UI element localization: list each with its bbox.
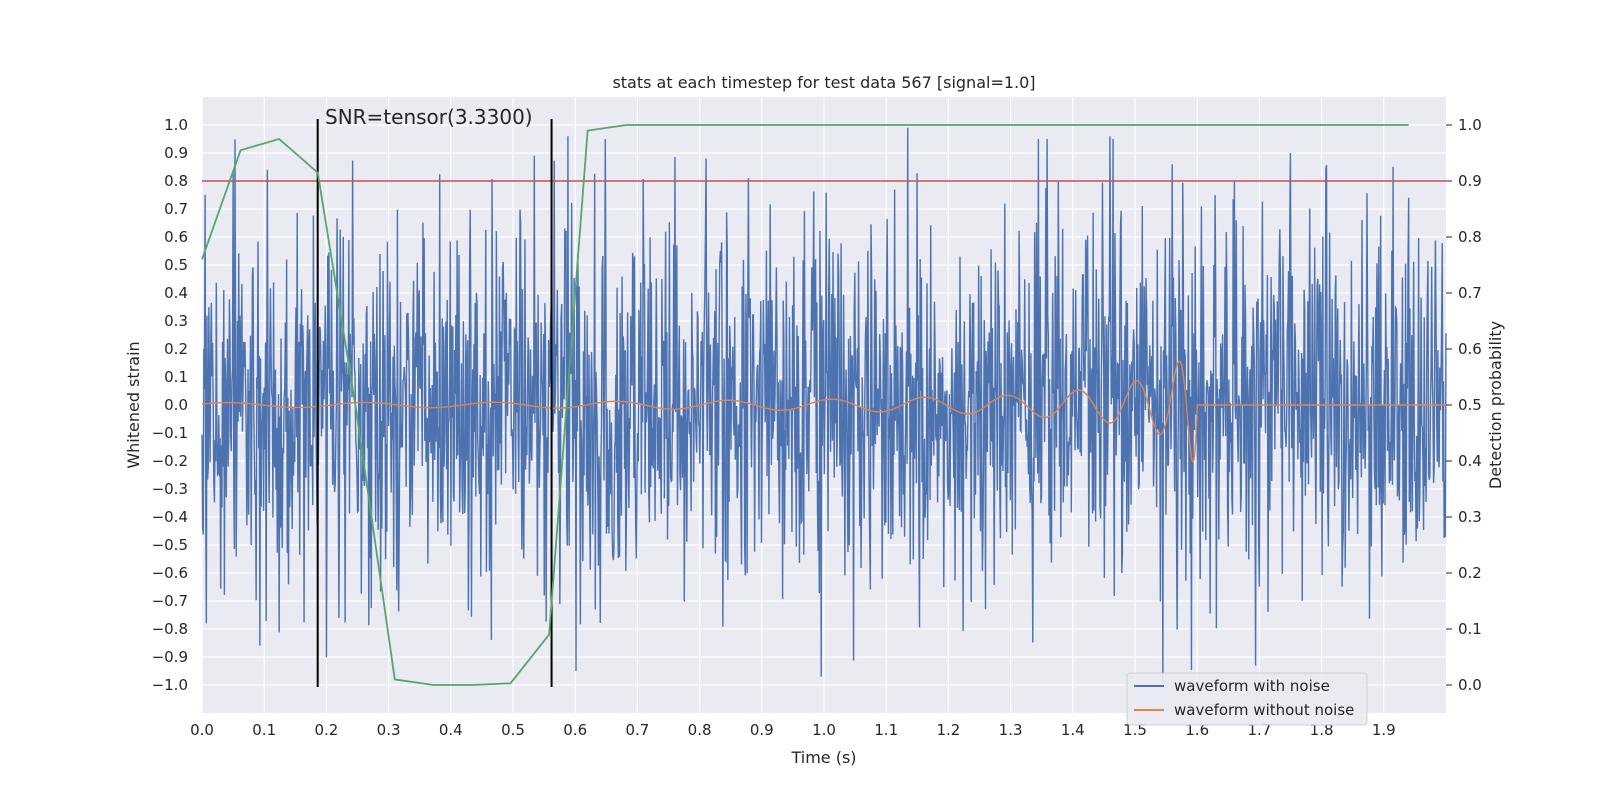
y2-tick-label: 0.4: [1458, 452, 1482, 470]
x-tick-label: 1.9: [1372, 721, 1396, 739]
detection-probability-line: [201, 124, 1409, 686]
y2-axis-label: Detection probability: [1486, 321, 1505, 489]
x-tick-label: 1.4: [1061, 721, 1085, 739]
y-tick-label: 0.7: [164, 200, 188, 218]
waveform-with-noise-line: [201, 127, 1447, 683]
y2-tick-labels: 1.0 0.9 0.8 0.7 0.6 0.5 0.4 0.3 0.2 0.1 0.0: [1446, 116, 1482, 694]
x-tick-label: 0.3: [377, 721, 401, 739]
y-tick-label: −0.4: [152, 508, 188, 526]
noisy-series-group: [201, 127, 1447, 683]
y2-tick-label: 0.6: [1458, 340, 1482, 358]
x-tick-label: 1.2: [936, 721, 960, 739]
y-tick-label: −0.9: [152, 648, 188, 666]
x-tick-label: 1.1: [874, 721, 898, 739]
x-tick-label: 0.2: [314, 721, 338, 739]
legend: waveform with noise waveform without noi…: [1126, 672, 1368, 726]
y-tick-label: 0.6: [164, 228, 188, 246]
y2-tick-label: 0.9: [1458, 172, 1482, 190]
legend-box: [1126, 672, 1368, 726]
probability-series-group: [201, 124, 1409, 686]
y-tick-label: 0.1: [164, 368, 188, 386]
snr-annotation: SNR=tensor(3.3300): [325, 105, 533, 129]
x-tick-label: 0.0: [190, 721, 214, 739]
y-tick-label: −0.2: [152, 452, 188, 470]
waveform-without-noise-line: [201, 360, 1446, 463]
y2-tick-label: 0.1: [1458, 620, 1482, 638]
y2-tick-label: 0.8: [1458, 228, 1482, 246]
y-tick-label: −1.0: [152, 676, 188, 694]
x-tick-label: 1.0: [812, 721, 836, 739]
x-tick-label: 0.7: [625, 721, 649, 739]
y-tick-label: −0.5: [152, 536, 188, 554]
x-tick-labels: 0.0 0.1 0.2 0.3 0.4 0.5 0.6 0.7 0.8 0.9 1.0 1.1 1.2 1…: [190, 721, 1396, 739]
x-tick-label: 0.1: [252, 721, 276, 739]
y-tick-label: 0.9: [164, 144, 188, 162]
x-axis-label: Time (s): [790, 748, 856, 767]
y2-tick-label: 0.0: [1458, 676, 1482, 694]
y-tick-label: −0.3: [152, 480, 188, 498]
y-tick-label: 0.2: [164, 340, 188, 358]
y-tick-label: −0.1: [152, 424, 188, 442]
y2-tick-label: 1.0: [1458, 116, 1482, 134]
y2-tick-label: 0.3: [1458, 508, 1482, 526]
y-tick-label: 0.4: [164, 284, 188, 302]
y-tick-label: 1.0: [164, 116, 188, 134]
y-tick-label: 0.5: [164, 256, 188, 274]
y2-tick-label: 0.2: [1458, 564, 1482, 582]
x-tick-label: 0.4: [439, 721, 463, 739]
x-tick-label: 0.8: [688, 721, 712, 739]
x-tick-label: 1.3: [999, 721, 1023, 739]
x-tick-label: 0.9: [750, 721, 774, 739]
y-tick-label: −0.6: [152, 564, 188, 582]
chart-title: stats at each timestep for test data 567…: [612, 73, 1035, 92]
legend-label-clean: waveform without noise: [1174, 701, 1354, 719]
y-tick-label: 0.0: [164, 396, 188, 414]
y-tick-label: −0.8: [152, 620, 188, 638]
legend-label-noisy: waveform with noise: [1174, 677, 1330, 695]
clean-series-group: [201, 360, 1446, 463]
y2-tick-label: 0.5: [1458, 396, 1482, 414]
y-tick-label: 0.3: [164, 312, 188, 330]
y-tick-label: −0.7: [152, 592, 188, 610]
x-tick-label: 0.6: [563, 721, 587, 739]
y-tick-labels: 1.0 0.9 0.8 0.7 0.6 0.5 0.4 0.3 0.2 0.1 0.0 −0.1 −0.…: [152, 116, 188, 694]
y2-tick-label: 0.7: [1458, 284, 1482, 302]
y-axis-label: Whitened strain: [124, 341, 143, 468]
y-tick-label: 0.8: [164, 172, 188, 190]
x-tick-label: 0.5: [501, 721, 525, 739]
